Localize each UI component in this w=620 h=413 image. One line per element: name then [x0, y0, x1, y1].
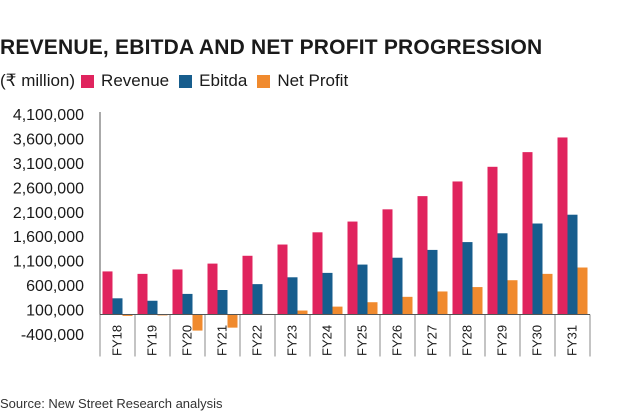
- x-tick-label: FY21: [215, 325, 230, 356]
- bar-revenue-fy23: [277, 244, 288, 315]
- bar-ebitda-fy28: [462, 242, 473, 315]
- bar-revenue-fy18: [102, 271, 113, 315]
- bar-net-profit-fy21: [227, 314, 238, 328]
- legend-swatch-net-profit: [257, 74, 271, 88]
- y-tick-label: 100,000: [26, 303, 84, 320]
- bar-revenue-fy24: [312, 232, 323, 315]
- legend-swatch-ebitda: [179, 74, 193, 88]
- x-tick-label: FY29: [495, 325, 510, 356]
- chart-title: REVENUE, EBITDA AND NET PROFIT PROGRESSI…: [0, 36, 543, 59]
- y-tick-label: 4,100,000: [13, 107, 84, 124]
- x-tick-label: FY23: [285, 325, 300, 356]
- bar-ebitda-fy24: [322, 272, 333, 315]
- legend-label-revenue: Revenue: [101, 71, 170, 90]
- x-tick-label: FY19: [145, 325, 160, 356]
- x-tick-label: FY18: [110, 325, 125, 356]
- y-tick-label: 1,600,000: [13, 229, 84, 246]
- bar-ebitda-fy29: [497, 233, 508, 315]
- bar-ebitda-fy21: [217, 290, 228, 315]
- legend-label-net-profit: Net Profit: [277, 71, 349, 90]
- bar-net-profit-fy23: [297, 310, 308, 315]
- bar-net-profit-fy31: [577, 267, 588, 315]
- bar-revenue-fy29: [487, 166, 498, 315]
- bar-net-profit-fy24: [332, 306, 343, 315]
- bar-net-profit-fy30: [542, 273, 553, 315]
- bar-net-profit-fy20: [192, 314, 203, 331]
- bar-ebitda-fy30: [532, 223, 543, 315]
- y-tick-label: 1,100,000: [13, 254, 84, 271]
- bar-net-profit-fy27: [437, 291, 448, 315]
- y-tick-label: 2,600,000: [13, 180, 84, 197]
- bar-revenue-fy20: [172, 269, 183, 315]
- bar-revenue-fy28: [452, 181, 463, 315]
- x-tick-label: FY24: [320, 325, 335, 356]
- legend: (₹ million) Revenue Ebitda Net Profit: [0, 70, 358, 92]
- bar-revenue-fy27: [417, 196, 428, 315]
- bar-net-profit-fy18: [122, 314, 133, 316]
- bar-ebitda-fy26: [392, 257, 403, 315]
- source-note: Source: New Street Research analysis: [0, 396, 223, 411]
- bar-chart: 4,100,000 3,600,000 3,100,000 2,600,000 2,10…: [13, 107, 591, 357]
- legend-swatch-revenue: [81, 74, 95, 88]
- bar-ebitda-fy23: [287, 277, 298, 315]
- legend-label-ebitda: Ebitda: [199, 71, 248, 90]
- y-tick-label: 2,100,000: [13, 205, 84, 222]
- y-tick-label: 3,600,000: [13, 131, 84, 148]
- bar-net-profit-fy25: [367, 302, 378, 315]
- bar-revenue-fy21: [207, 263, 218, 315]
- bar-revenue-fy30: [522, 152, 533, 315]
- bar-revenue-fy19: [137, 273, 148, 315]
- y-tick-label: 3,100,000: [13, 156, 84, 173]
- x-tick-label: FY31: [565, 325, 580, 356]
- legend-item-net-profit: Net Profit: [257, 71, 348, 91]
- y-tick-label: -400,000: [21, 327, 84, 344]
- bar-net-profit-fy29: [507, 280, 518, 315]
- bar-net-profit-fy28: [472, 287, 483, 315]
- legend-item-revenue: Revenue: [81, 71, 169, 91]
- bar-net-profit-fy26: [402, 296, 413, 315]
- bar-ebitda-fy19: [147, 300, 158, 315]
- x-tick-label: FY30: [530, 325, 545, 356]
- bar-ebitda-fy31: [567, 214, 578, 315]
- x-tick-label: FY28: [460, 325, 475, 356]
- bar-ebitda-fy22: [252, 284, 263, 315]
- unit-label: (₹ million): [0, 71, 76, 90]
- bar-revenue-fy25: [347, 221, 358, 315]
- x-tick-label: FY20: [180, 325, 195, 356]
- bar-ebitda-fy27: [427, 249, 438, 315]
- x-tick-label: FY27: [425, 325, 440, 356]
- bar-ebitda-fy25: [357, 264, 368, 315]
- bar-revenue-fy26: [382, 209, 393, 315]
- x-tick-label: FY25: [355, 325, 370, 356]
- legend-item-ebitda: Ebitda: [179, 71, 247, 91]
- bar-ebitda-fy18: [112, 298, 123, 315]
- bar-revenue-fy22: [242, 255, 253, 315]
- x-tick-label: FY22: [250, 325, 265, 356]
- x-tick-label: FY26: [390, 325, 405, 356]
- y-tick-label: 600,000: [26, 278, 84, 295]
- bar-ebitda-fy20: [182, 293, 193, 315]
- bar-revenue-fy31: [557, 137, 568, 315]
